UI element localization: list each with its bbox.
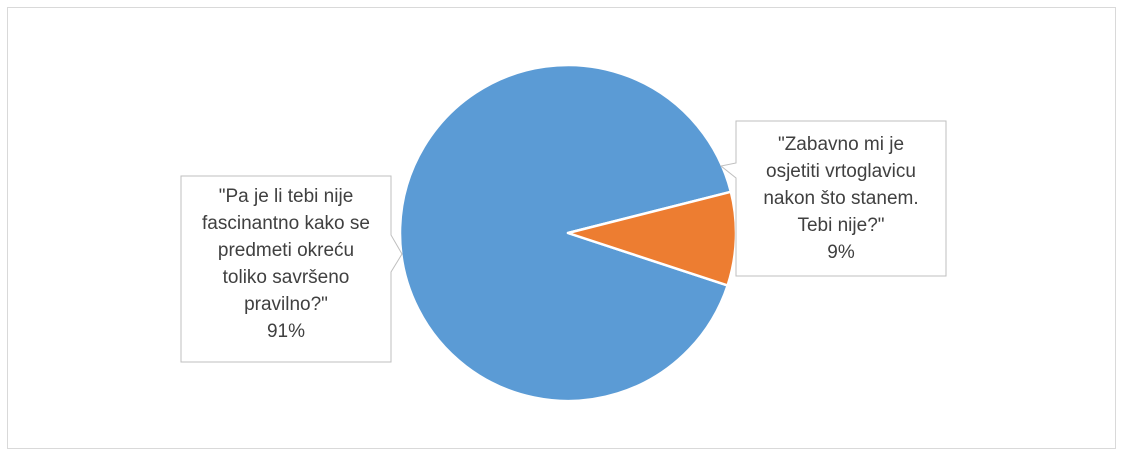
callout-small: "Zabavno mi je osjetiti vrtoglavicu nakon … <box>719 120 947 277</box>
pie-slice-large <box>398 63 733 403</box>
data-label-text: toliko savršeno <box>223 267 350 288</box>
data-label-text: nakon što stanem. <box>763 188 918 209</box>
data-label-text: fascinantno kako se <box>202 213 370 234</box>
data-label-text: predmeti okreću <box>218 240 354 261</box>
callout-large: "Pa je li tebi nije fascinantno kako se pr… <box>180 175 403 363</box>
callout-box <box>180 175 403 363</box>
pie-slices <box>398 63 738 403</box>
data-label-percent: 91% <box>267 321 305 342</box>
data-label-text: Tebi nije?" <box>797 215 884 236</box>
data-label-percent: 9% <box>827 242 855 263</box>
data-labels: "Pa je li tebi nije fascinantno kako se pr… <box>180 120 947 363</box>
data-label-text: "Zabavno mi je <box>778 134 904 155</box>
data-label-text: osjetiti vrtoglavicu <box>766 161 916 182</box>
callout-box <box>719 120 947 277</box>
data-label-text: "Pa je li tebi nije <box>219 186 354 207</box>
data-label-text: pravilno?" <box>244 294 328 315</box>
